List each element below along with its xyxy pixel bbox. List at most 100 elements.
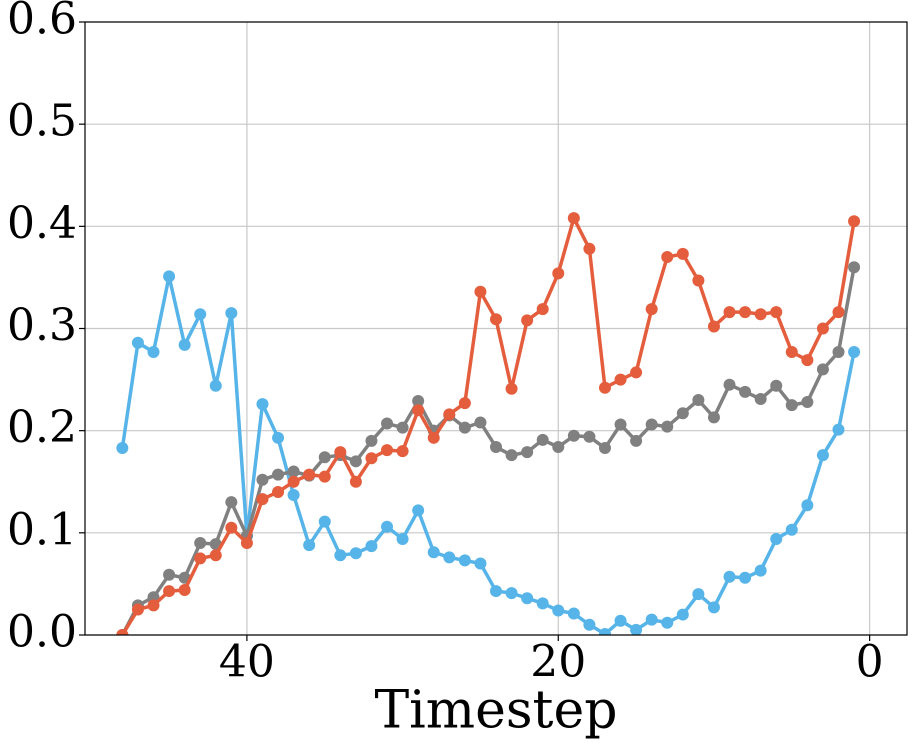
data-point xyxy=(567,212,580,225)
data-point xyxy=(816,363,829,376)
data-point xyxy=(692,274,705,287)
data-point xyxy=(490,441,502,454)
data-point xyxy=(334,549,347,562)
data-point xyxy=(131,603,144,616)
data-point xyxy=(272,431,285,444)
data-point xyxy=(614,418,627,431)
data-point xyxy=(536,433,549,446)
data-point xyxy=(163,585,176,598)
data-point xyxy=(754,308,767,321)
data-point xyxy=(723,306,736,319)
data-point xyxy=(832,345,845,358)
data-point xyxy=(848,345,861,358)
data-point xyxy=(131,336,144,349)
data-point xyxy=(598,627,611,635)
data-point xyxy=(427,546,440,559)
data-point xyxy=(381,417,394,430)
data-point xyxy=(209,549,222,562)
data-point xyxy=(287,475,300,488)
data-point xyxy=(147,345,160,358)
data-point xyxy=(365,434,378,447)
y-tick-label: 0.3 xyxy=(7,300,77,351)
y-tick-label: 0.4 xyxy=(7,198,77,249)
data-point xyxy=(225,307,238,320)
data-point xyxy=(723,570,736,583)
data-point xyxy=(770,306,783,319)
data-point xyxy=(536,303,549,316)
data-point xyxy=(661,250,674,263)
data-point xyxy=(412,404,425,417)
data-point xyxy=(645,613,658,626)
y-tick-label: 0.2 xyxy=(7,402,77,453)
data-point xyxy=(754,564,767,577)
data-point xyxy=(209,379,222,392)
data-point xyxy=(832,423,845,436)
data-point xyxy=(567,607,580,620)
data-point xyxy=(349,455,362,468)
data-point xyxy=(303,539,316,552)
data-point xyxy=(692,588,705,601)
data-point xyxy=(614,373,627,386)
data-point xyxy=(614,614,627,627)
data-point xyxy=(505,587,518,600)
data-point xyxy=(272,468,285,481)
data-point xyxy=(116,442,129,455)
data-point xyxy=(801,354,814,367)
data-point xyxy=(287,489,300,502)
data-point xyxy=(816,449,829,462)
data-point xyxy=(754,392,767,405)
data-point xyxy=(505,382,518,395)
data-point xyxy=(739,571,752,584)
data-point xyxy=(225,496,238,509)
data-point xyxy=(630,366,643,379)
data-point xyxy=(739,306,752,319)
data-point xyxy=(381,520,394,533)
data-point xyxy=(785,523,798,536)
data-point xyxy=(661,420,674,433)
data-point xyxy=(427,431,440,444)
data-point xyxy=(178,338,191,351)
data-point xyxy=(458,421,471,434)
data-point xyxy=(256,473,269,486)
data-point xyxy=(630,434,643,447)
data-point xyxy=(163,568,176,581)
data-point xyxy=(396,532,409,545)
x-tick-label: 0 xyxy=(856,637,884,688)
data-point xyxy=(598,381,611,394)
data-point xyxy=(552,604,565,617)
data-point xyxy=(739,385,752,398)
data-point xyxy=(567,429,580,442)
data-point xyxy=(598,442,611,455)
data-point xyxy=(645,303,658,316)
data-point xyxy=(318,451,331,464)
data-point xyxy=(474,285,487,298)
x-axis-label: Timestep xyxy=(374,681,617,741)
data-point xyxy=(521,446,534,459)
data-point xyxy=(272,485,285,498)
data-point xyxy=(443,408,456,421)
data-point xyxy=(303,468,316,481)
data-point xyxy=(707,320,720,333)
data-point xyxy=(832,306,845,319)
data-point xyxy=(676,608,689,621)
data-point xyxy=(583,242,596,255)
data-point xyxy=(334,446,347,459)
y-tick-label: 0.1 xyxy=(7,504,77,555)
data-point xyxy=(552,267,565,280)
data-point xyxy=(349,547,362,560)
plot-area xyxy=(116,212,861,635)
data-point xyxy=(630,623,643,635)
data-point xyxy=(458,397,471,410)
data-point xyxy=(365,540,378,553)
data-point xyxy=(676,247,689,260)
data-point xyxy=(287,465,300,478)
data-point xyxy=(583,430,596,443)
data-point xyxy=(458,554,471,567)
x-tick-label: 40 xyxy=(219,637,275,688)
data-point xyxy=(848,261,861,274)
data-point xyxy=(785,345,798,358)
data-point xyxy=(692,394,705,407)
data-point xyxy=(240,537,253,550)
data-point xyxy=(801,396,814,409)
